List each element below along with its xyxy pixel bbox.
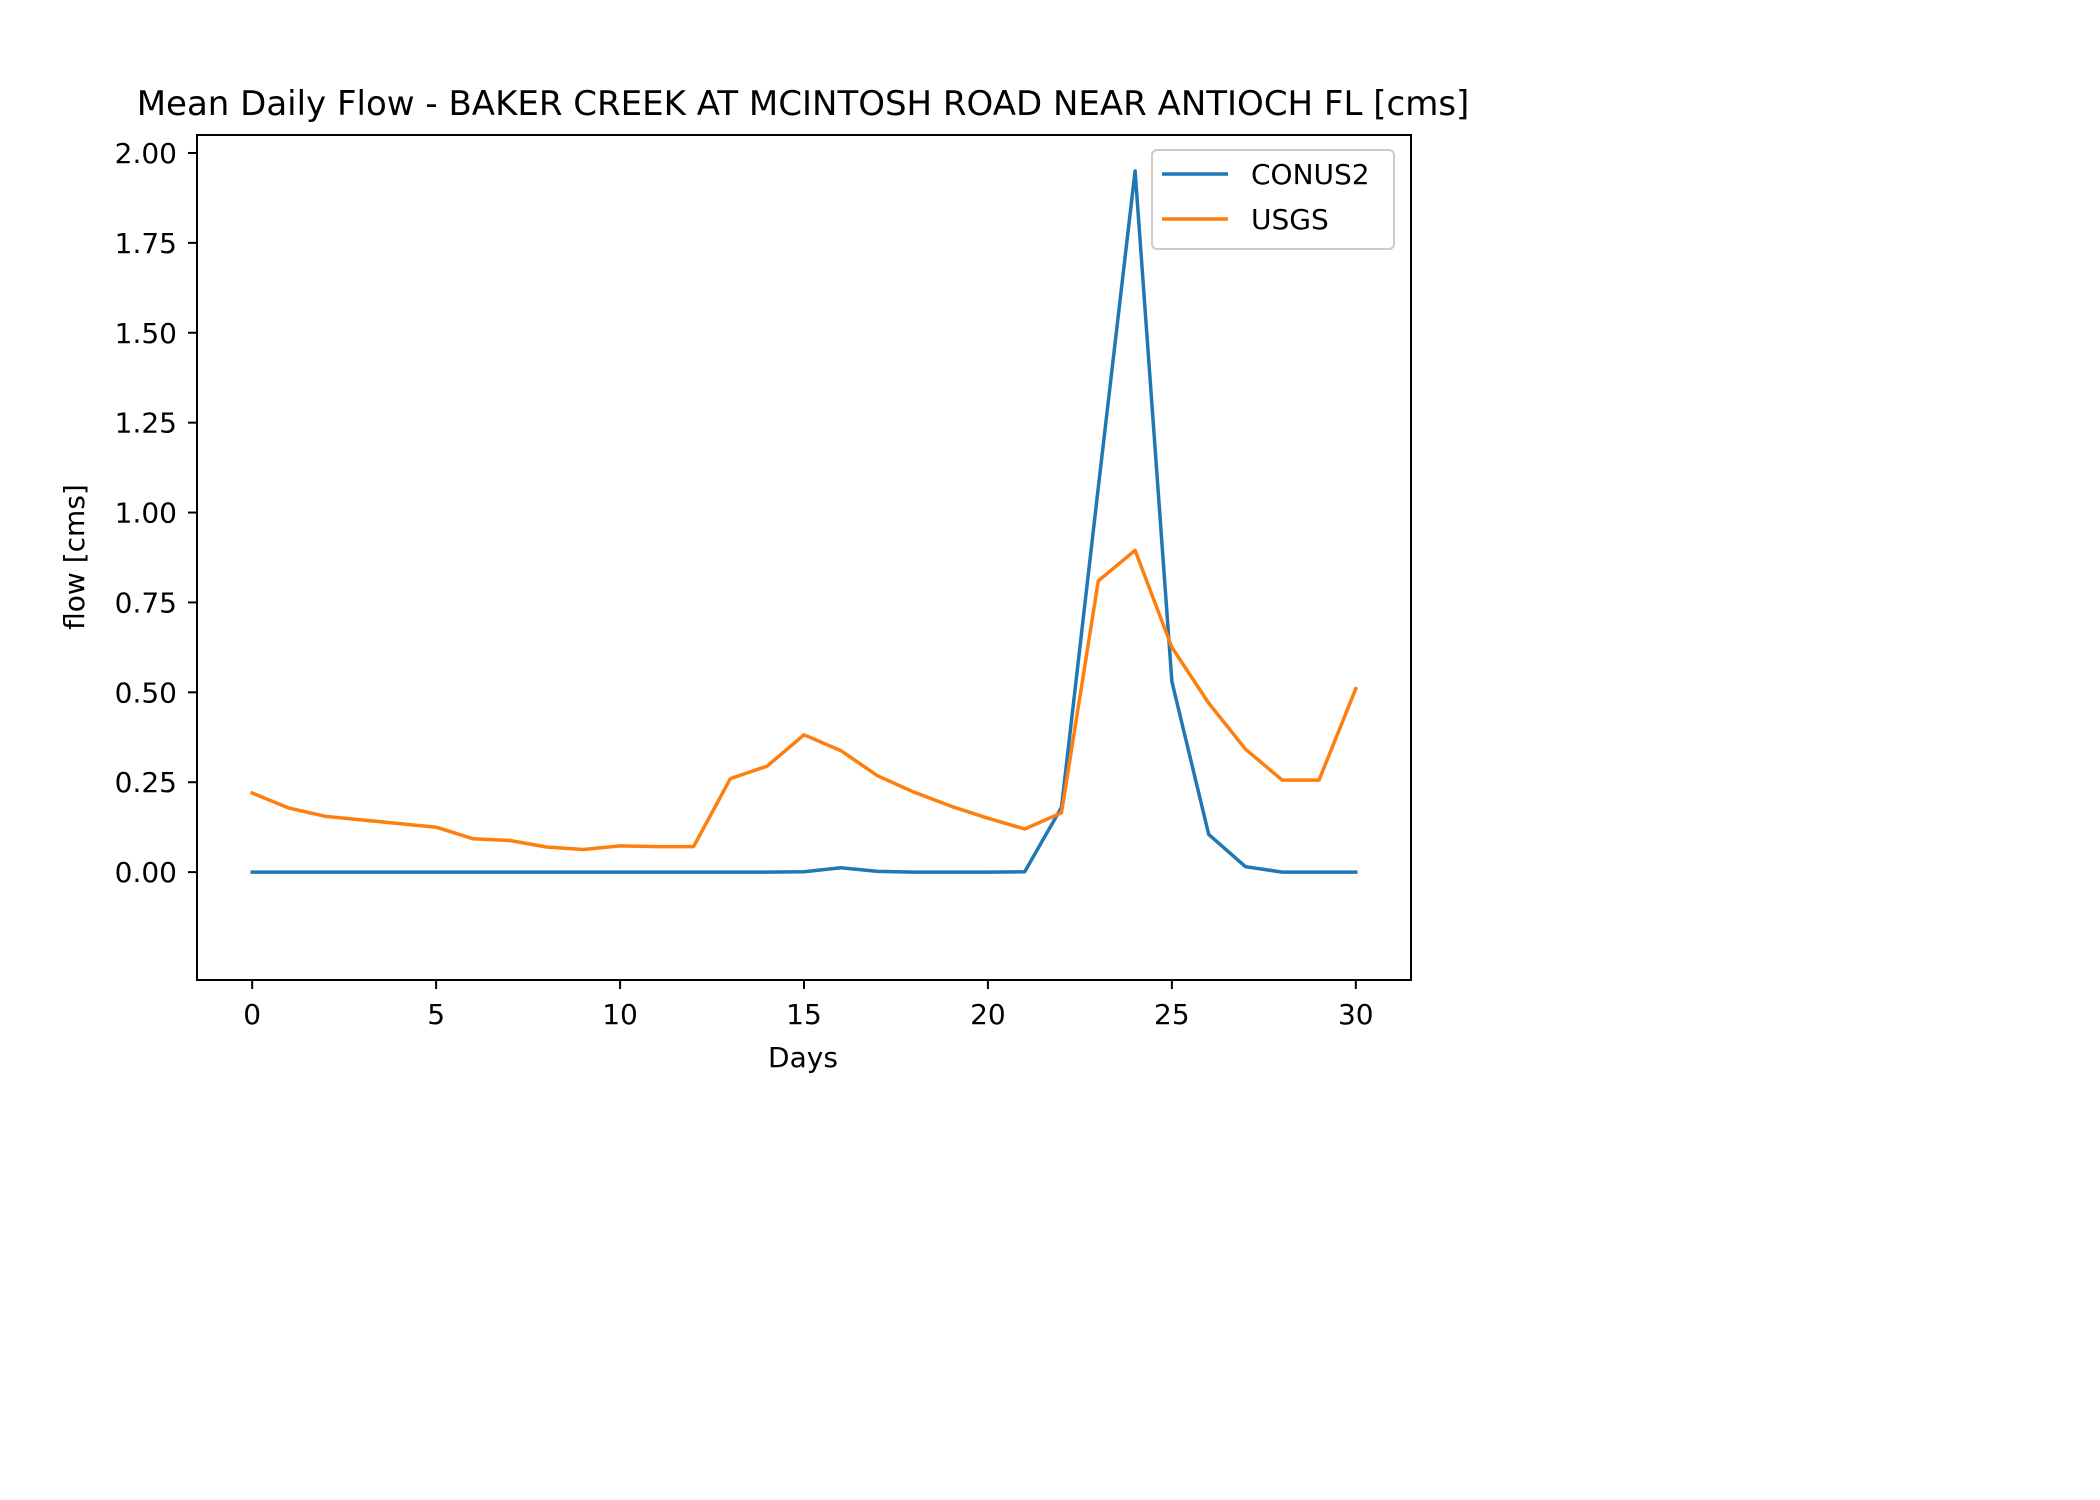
y-tick-label: 0.25 — [115, 766, 177, 799]
x-axis-ticks: 0 5 10 15 20 25 30 — [243, 980, 1374, 1031]
legend-label-usgs: USGS — [1251, 203, 1329, 236]
x-tick-label: 25 — [1154, 998, 1190, 1031]
y-tick-label: 1.75 — [115, 227, 177, 260]
x-tick-label: 0 — [243, 998, 261, 1031]
y-tick-label: 0.75 — [115, 586, 177, 619]
chart-title: Mean Daily Flow - BAKER CREEK AT MCINTOS… — [137, 84, 1470, 124]
y-tick-label: 1.00 — [115, 497, 177, 530]
plot-area — [197, 135, 1411, 980]
y-tick-label: 1.25 — [115, 407, 177, 440]
x-tick-label: 15 — [786, 998, 822, 1031]
y-axis-ticks: 0.00 0.25 0.50 0.75 1.00 1.25 1.50 1.75 2.00 — [115, 137, 197, 889]
y-tick-label: 0.50 — [115, 676, 177, 709]
legend: CONUS2 USGS — [1151, 149, 1395, 250]
line-chart: Mean Daily Flow - BAKER CREEK AT MCINTOS… — [58, 84, 1470, 1074]
y-tick-label: 1.50 — [115, 317, 177, 350]
x-axis-label: Days — [768, 1041, 838, 1074]
legend-label-conus2: CONUS2 — [1251, 158, 1370, 191]
y-tick-label: 0.00 — [115, 856, 177, 889]
y-tick-label: 2.00 — [115, 137, 177, 170]
series-lines — [249, 169, 1359, 874]
series-line-usgs — [249, 548, 1359, 852]
x-tick-label: 5 — [427, 998, 445, 1031]
x-tick-label: 30 — [1338, 998, 1374, 1031]
plot-frame — [196, 134, 1412, 981]
y-axis-label: flow [cms] — [58, 484, 91, 630]
x-tick-label: 20 — [970, 998, 1006, 1031]
x-tick-label: 10 — [602, 998, 638, 1031]
series-line-conus2 — [250, 169, 1358, 874]
